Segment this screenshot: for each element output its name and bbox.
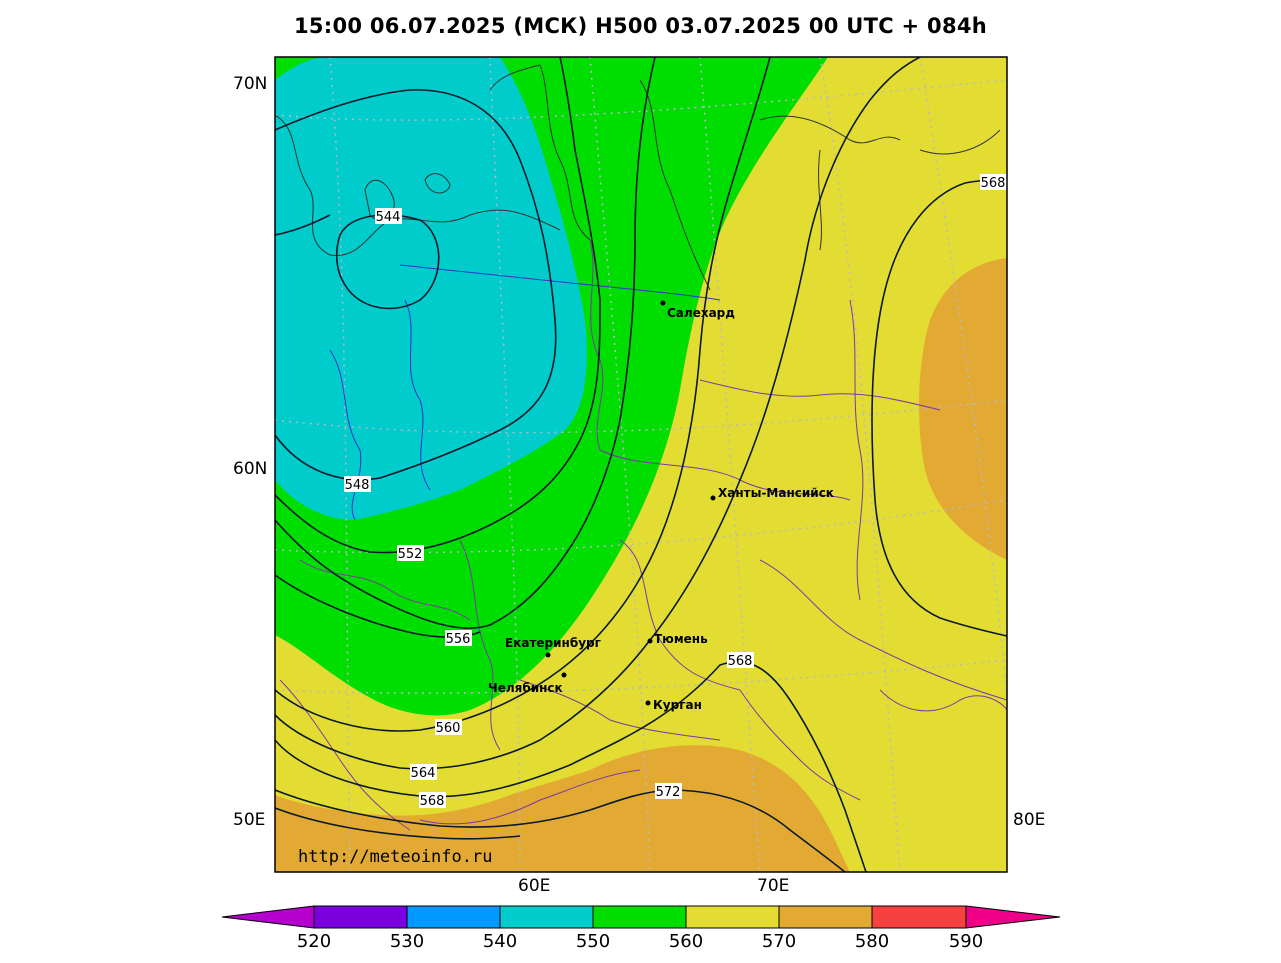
contour-548b (275, 214, 331, 236)
contour-568 (275, 661, 867, 872)
city-dot (545, 652, 551, 658)
contour-label: 568 (728, 654, 753, 669)
city-dot (710, 495, 716, 501)
lon-label-70e: 70E (757, 876, 790, 896)
cities: Салехард Ханты-Мансийск Екатеринбург Тюм… (488, 300, 834, 712)
lon-label-60e: 60E (518, 876, 551, 896)
contour-label: 556 (446, 632, 471, 647)
contour-568-east (871, 182, 1007, 637)
colorbar-tick: 560 (668, 931, 704, 952)
lat-label-50e: 50E (233, 810, 266, 830)
city-label: Салехард (667, 306, 735, 320)
city-dot (561, 672, 567, 678)
colorbar-tick: 590 (948, 931, 984, 952)
contour-label: 560 (436, 721, 461, 736)
city-label: Екатеринбург (505, 636, 601, 650)
source-url[interactable]: http://meteoinfo.ru (298, 847, 492, 867)
contour-552 (275, 57, 601, 554)
contour-label-group: 544 548 552 556 560 564 568 568 572 568 (344, 174, 1007, 809)
city-label: Челябинск (488, 681, 563, 695)
borders (275, 64, 1007, 831)
contour-572b (275, 807, 521, 840)
city-dot (660, 300, 666, 306)
lat-label-60n: 60N (233, 459, 268, 479)
colorbar-tick: 530 (389, 931, 425, 952)
lat-label-70n: 70N (233, 74, 268, 94)
colorbar-tick: 550 (575, 931, 611, 952)
city-label: Курган (653, 698, 702, 712)
colorbar-tick: 580 (854, 931, 890, 952)
map-title: 15:00 06.07.2025 (МСК) H500 03.07.2025 0… (293, 14, 988, 38)
contour-label: 552 (398, 547, 423, 562)
colorbar-segment (407, 906, 500, 928)
city-label: Тюмень (654, 632, 708, 646)
fill-570-580-south (275, 745, 850, 872)
contour-label: 568 (420, 794, 445, 809)
contour-556 (275, 57, 656, 629)
colorbar-tick: 520 (296, 931, 332, 952)
map-frame (274, 56, 1008, 873)
city-label: Ханты-Мансийск (718, 486, 834, 500)
grid-lines (275, 57, 1007, 872)
contour-label: 548 (345, 478, 370, 493)
city-dot (645, 700, 651, 706)
contour-label: 564 (411, 766, 436, 781)
colorbar (221, 905, 1061, 929)
colorbar-arrow-low (222, 906, 314, 928)
map-field: 544 548 552 556 560 564 568 568 572 568 … (275, 57, 1007, 872)
colorbar-arrow-high (966, 906, 1060, 928)
colorbar-segment (779, 906, 872, 928)
colorbar-tick: 540 (482, 931, 518, 952)
contour-label: 572 (656, 785, 681, 800)
contour-548 (275, 89, 557, 481)
colorbar-segment (593, 906, 686, 928)
city-dot (647, 638, 653, 644)
colorbar-segment (314, 906, 407, 928)
colorbar-segment (500, 906, 593, 928)
contour-572 (275, 789, 846, 872)
contour-560 (275, 57, 771, 732)
colorbar-segment (872, 906, 966, 928)
colorbar-tick: 570 (761, 931, 797, 952)
colorbar-segment (686, 906, 779, 928)
lon-label-80e: 80E (1013, 810, 1046, 830)
fill-570-580-east (918, 258, 1007, 560)
contour-label: 568 (981, 176, 1006, 191)
contour-label: 544 (376, 210, 401, 225)
